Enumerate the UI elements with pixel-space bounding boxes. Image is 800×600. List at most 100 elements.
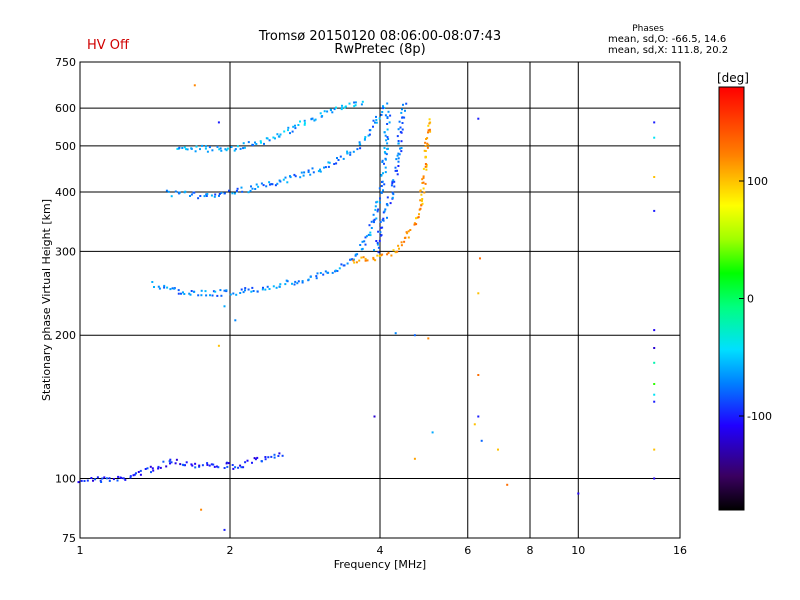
- scatter-point: [653, 400, 656, 403]
- trace-point: [384, 134, 387, 137]
- trace-point: [200, 294, 203, 297]
- trace-point: [406, 232, 409, 235]
- trace-point: [380, 185, 383, 187]
- trace-point: [396, 154, 399, 157]
- trace-point: [363, 240, 366, 243]
- trace-point: [382, 105, 384, 108]
- trace-point: [274, 137, 276, 140]
- trace-point: [190, 147, 193, 150]
- trace-point: [307, 278, 310, 281]
- x-tick-label: 10: [571, 544, 585, 557]
- trace-point: [112, 478, 115, 481]
- x-axis-label: Frequency [MHz]: [334, 558, 426, 571]
- trace-point: [420, 193, 423, 196]
- trace-point: [429, 130, 432, 133]
- trace-point: [359, 244, 362, 246]
- trace-point: [369, 234, 372, 237]
- trace-point: [301, 281, 304, 284]
- trace-point: [399, 131, 402, 133]
- trace-point: [247, 191, 250, 194]
- trace-point: [327, 165, 330, 168]
- trace-point: [208, 146, 211, 149]
- trace-point: [413, 223, 416, 226]
- trace-point: [229, 293, 232, 296]
- trace-point: [316, 272, 319, 275]
- trace-point: [381, 180, 384, 183]
- trace-point: [189, 195, 191, 197]
- trace-point: [334, 269, 337, 272]
- trace-point: [321, 115, 324, 117]
- trace-point: [315, 275, 318, 278]
- trace-point: [407, 230, 410, 233]
- trace-point: [383, 106, 386, 109]
- grid-lines: [80, 62, 680, 538]
- trace-point: [346, 262, 349, 265]
- trace-point: [260, 141, 262, 144]
- trace-point: [424, 145, 427, 147]
- trace-point: [368, 224, 371, 227]
- scatter-point: [217, 121, 220, 124]
- trace-point: [379, 226, 382, 229]
- scatter-point: [413, 457, 416, 460]
- trace-point: [309, 173, 312, 176]
- trace-point: [361, 247, 364, 250]
- colorbar-label: [deg]: [717, 71, 749, 85]
- trace-point: [225, 149, 228, 152]
- trace-point: [341, 104, 343, 107]
- trace-point: [132, 474, 135, 477]
- trace-point: [403, 240, 406, 243]
- trace-point: [282, 178, 285, 181]
- trace-point: [427, 129, 430, 132]
- x-tick-label: 4: [377, 544, 384, 557]
- trace-point: [384, 166, 387, 169]
- chart-title: Tromsø 20150120 08:06:00-08:07:43: [258, 29, 501, 44]
- trace-point: [385, 153, 388, 156]
- trace-point: [424, 163, 427, 165]
- trace-point: [425, 168, 428, 171]
- trace-point: [203, 195, 206, 198]
- trace-point: [151, 281, 154, 283]
- trace-point: [228, 189, 230, 192]
- trace-point: [352, 259, 355, 262]
- trace-point: [117, 475, 120, 478]
- trace-point: [428, 128, 431, 131]
- trace-point: [376, 242, 379, 244]
- trace-point: [333, 163, 336, 165]
- trace-point: [205, 145, 207, 148]
- trace-point: [379, 231, 382, 234]
- trace-point: [260, 182, 263, 185]
- y-axis-label: Stationary phase Virtual Height [km]: [40, 199, 53, 401]
- trace-point: [382, 107, 384, 110]
- trace-point: [335, 162, 338, 165]
- trace-point: [239, 292, 242, 294]
- trace-point: [419, 199, 422, 202]
- scatter-point: [506, 483, 509, 486]
- trace-point: [301, 280, 304, 283]
- trace-point: [315, 277, 318, 280]
- trace-point: [384, 114, 387, 117]
- trace-point: [235, 293, 238, 296]
- trace-point: [340, 263, 343, 266]
- trace-point: [232, 292, 235, 295]
- trace-point: [261, 288, 264, 291]
- trace-point: [386, 203, 389, 206]
- trace-point: [185, 461, 188, 464]
- trace-point: [206, 462, 209, 465]
- trace-point: [377, 251, 380, 254]
- trace-point: [379, 197, 381, 200]
- trace-point: [391, 180, 394, 183]
- trace-point: [376, 254, 379, 257]
- trace-point: [387, 251, 390, 254]
- trace-point: [279, 133, 282, 136]
- scatter-point: [653, 209, 656, 212]
- trace-point: [183, 191, 186, 194]
- trace-point: [226, 147, 229, 150]
- trace-point: [391, 182, 394, 185]
- scatter-point: [431, 431, 434, 434]
- trace-point: [368, 133, 371, 136]
- trace-point: [342, 157, 345, 160]
- scatter-point: [653, 448, 656, 451]
- trace-point: [218, 148, 221, 151]
- trace-point: [256, 290, 259, 293]
